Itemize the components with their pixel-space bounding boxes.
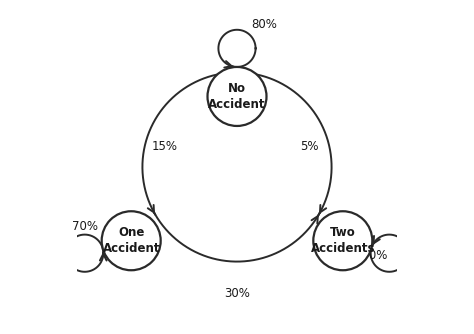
- Text: 15%: 15%: [152, 140, 178, 153]
- Text: 30%: 30%: [224, 287, 250, 300]
- Text: No
Accident: No Accident: [208, 82, 266, 111]
- Text: Two
Accidents: Two Accidents: [310, 226, 375, 255]
- Circle shape: [208, 67, 266, 126]
- Circle shape: [102, 211, 161, 270]
- Text: 100%: 100%: [355, 249, 388, 262]
- Text: 70%: 70%: [72, 220, 98, 233]
- Text: One
Accident: One Accident: [102, 226, 160, 255]
- Text: 80%: 80%: [251, 18, 277, 31]
- Text: 5%: 5%: [300, 140, 319, 153]
- Circle shape: [313, 211, 372, 270]
